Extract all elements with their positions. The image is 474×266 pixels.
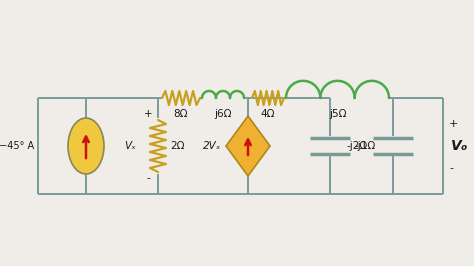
Text: -: - (449, 163, 453, 173)
Text: +: + (449, 119, 458, 129)
Text: 2Ω: 2Ω (170, 141, 184, 151)
Text: Vₒ: Vₒ (451, 139, 468, 153)
Ellipse shape (68, 118, 104, 174)
Polygon shape (226, 116, 270, 176)
Text: j6Ω: j6Ω (214, 109, 232, 119)
Text: 4−45° A: 4−45° A (0, 141, 34, 151)
Text: 4Ω: 4Ω (261, 109, 275, 119)
Text: -j1Ω: -j1Ω (355, 141, 376, 151)
Text: Vₓ: Vₓ (124, 141, 136, 151)
Text: -: - (146, 173, 150, 183)
Text: -j2Ω: -j2Ω (347, 141, 368, 151)
Text: j5Ω: j5Ω (329, 109, 346, 119)
Text: 2Vₓ: 2Vₓ (202, 141, 221, 151)
Text: +: + (144, 109, 152, 119)
Text: 8Ω: 8Ω (174, 109, 188, 119)
